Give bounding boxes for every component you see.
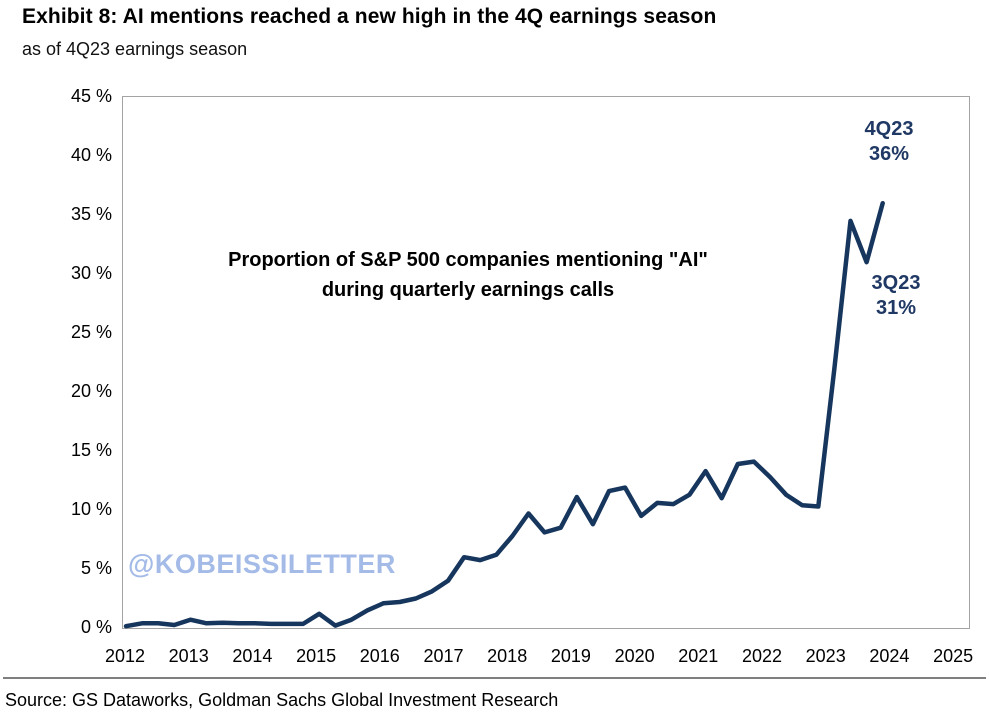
plot-area: Proportion of S&P 500 companies mentioni… xyxy=(122,96,970,629)
y-axis-tick-label: 25 % xyxy=(70,322,112,342)
annotation-3q23-label: 3Q23 xyxy=(871,272,921,294)
y-axis-tick-label: 15 % xyxy=(70,440,112,460)
chart-note-line1: Proportion of S&P 500 companies mentioni… xyxy=(228,249,708,271)
y-axis-tick-label: 20 % xyxy=(70,381,112,401)
exhibit-subtitle: as of 4Q23 earnings season xyxy=(22,39,248,59)
x-axis-tick-label: 2022 xyxy=(741,646,783,666)
x-axis-tick-label: 2014 xyxy=(232,646,273,666)
exhibit-title: Exhibit 8: AI mentions reached a new hig… xyxy=(22,5,717,28)
source-text: Source: GS Dataworks, Goldman Sachs Glob… xyxy=(5,690,559,710)
x-axis-tick-label: 2024 xyxy=(869,646,910,666)
y-axis-tick-label: 35 % xyxy=(70,204,112,224)
y-axis-tick-label: 30 % xyxy=(70,263,112,283)
chart-note: Proportion of S&P 500 companies mentioni… xyxy=(168,245,768,305)
x-axis-tick-label: 2015 xyxy=(296,646,337,666)
x-axis-tick-label: 2019 xyxy=(550,646,591,666)
annotation-3q23-value: 31% xyxy=(875,297,917,319)
annotation-4q23: 4Q23 36% xyxy=(829,117,949,167)
x-axis-tick-label: 2013 xyxy=(168,646,209,666)
chart-note-line2: during quarterly earnings calls xyxy=(321,279,615,301)
watermark-kobeissiletter: @KOBEISSILETTER xyxy=(128,549,396,579)
x-axis-tick-label: 2018 xyxy=(487,646,528,666)
x-axis-tick-label: 2016 xyxy=(359,646,400,666)
y-axis-tick-label: 5 % xyxy=(80,558,112,578)
annotation-3q23: 3Q23 31% xyxy=(836,271,956,321)
annotation-4q23-label: 4Q23 xyxy=(864,118,914,140)
x-axis-tick-label: 2023 xyxy=(805,646,846,666)
y-axis-tick-label: 0 % xyxy=(80,617,112,637)
x-axis-tick-label: 2021 xyxy=(678,646,719,666)
footer-divider xyxy=(3,677,986,679)
x-axis-tick-label: 2020 xyxy=(614,646,655,666)
y-axis-tick-label: 45 % xyxy=(70,86,112,106)
annotation-4q23-value: 36% xyxy=(868,143,910,165)
ai-mentions-line-chart xyxy=(123,200,885,629)
x-axis-tick-label: 2025 xyxy=(933,646,974,666)
y-axis-tick-label: 10 % xyxy=(70,499,112,519)
line-series-path xyxy=(123,200,885,629)
x-axis-tick-label: 2017 xyxy=(423,646,464,666)
y-axis-tick-label: 40 % xyxy=(70,145,112,165)
x-axis-tick-label: 2012 xyxy=(104,646,146,666)
